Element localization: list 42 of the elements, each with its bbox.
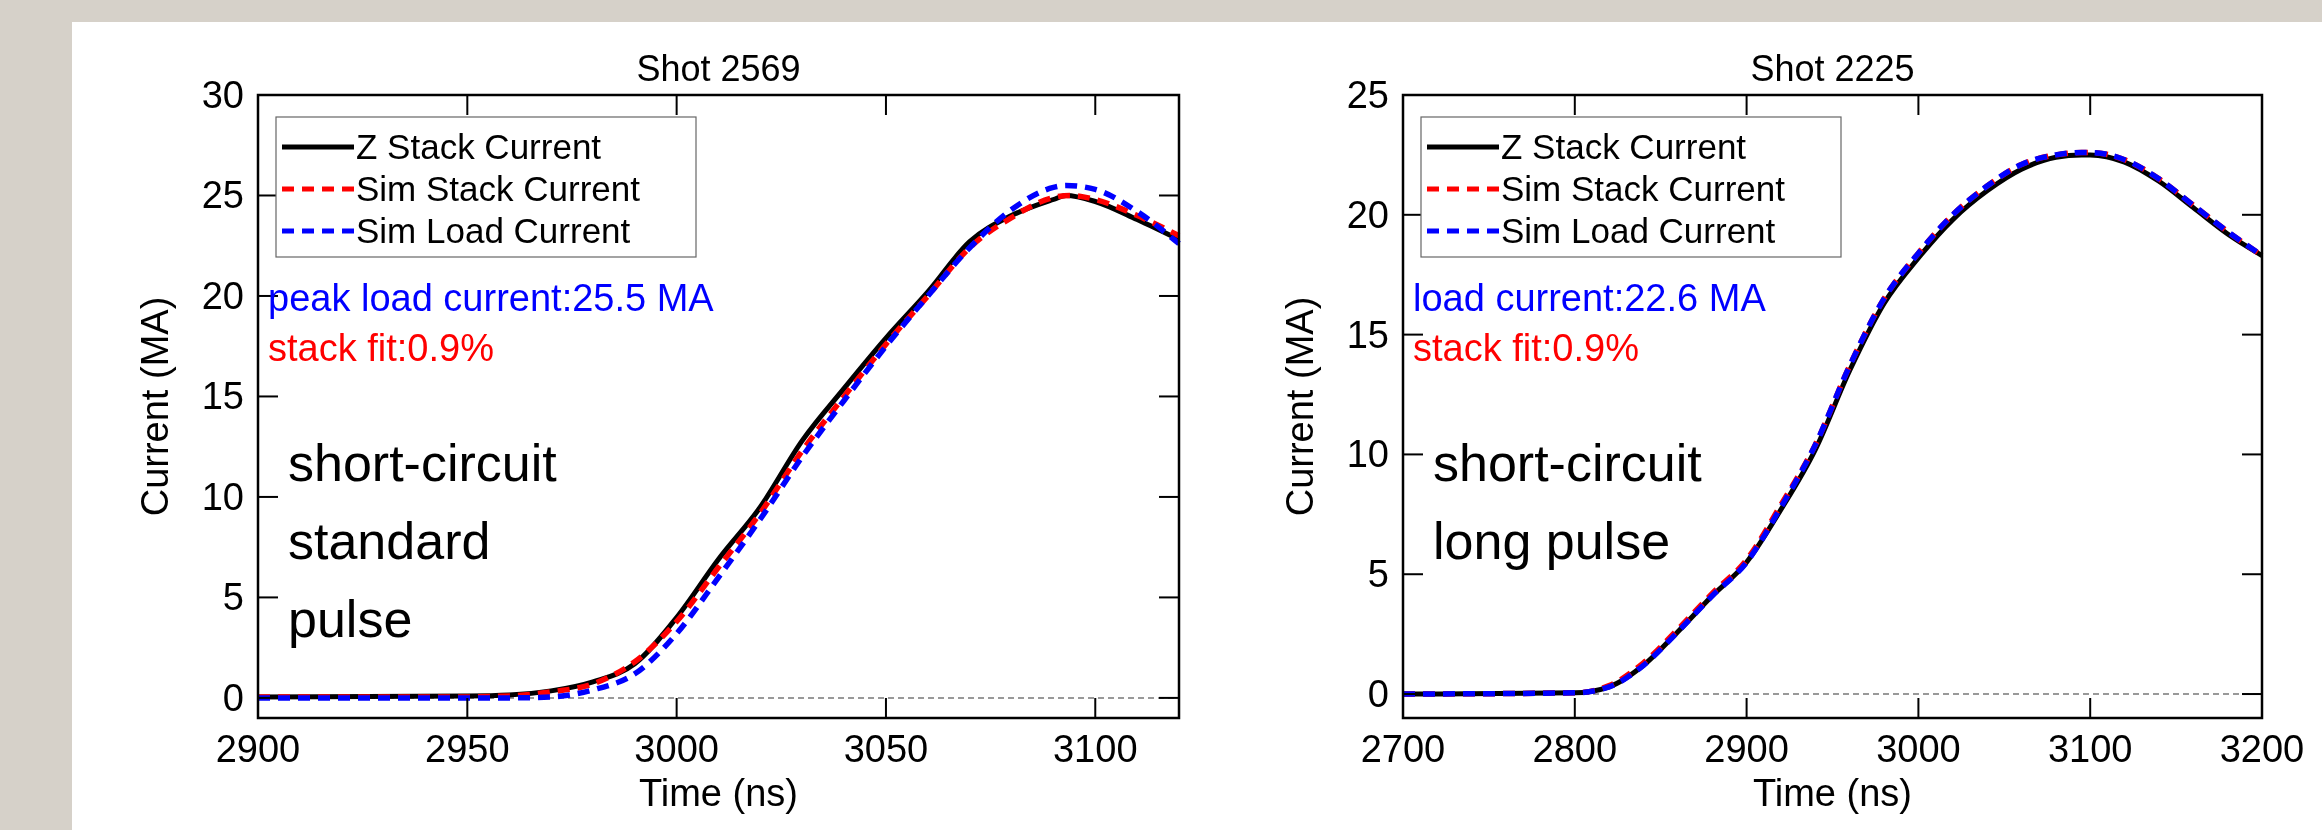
y-tick-label: 10	[201, 475, 244, 518]
annotation: load current:22.6 MA	[1413, 277, 1767, 319]
y-tick-label: 5	[1367, 553, 1389, 596]
x-tick-label: 2900	[215, 728, 301, 770]
y-tick-label: 20	[1346, 193, 1389, 236]
x-axis-title: Time (ns)	[1752, 772, 1913, 814]
chart-title: Shot 2225	[1750, 48, 1915, 89]
x-tick-label: 3200	[2219, 728, 2305, 770]
annotation: short-circuit long pulse	[1433, 434, 1703, 570]
y-tick-label: 20	[201, 274, 244, 317]
legend-label: Z Stack Current	[356, 127, 602, 166]
y-tick-label: 0	[222, 676, 244, 719]
y-axis-title: Current (MA)	[134, 296, 176, 517]
y-tick-label: 15	[201, 375, 244, 418]
annotation: stack fit:0.9%	[268, 327, 494, 369]
legend-label: Z Stack Current	[1501, 127, 1747, 166]
x-tick-label: 2950	[425, 728, 510, 770]
annotation: peak load current:25.5 MA	[268, 277, 715, 319]
x-tick-label: 3100	[1053, 728, 1138, 770]
y-tick-label: 25	[1346, 74, 1389, 116]
legend-label: Sim Stack Current	[356, 169, 641, 208]
x-tick-label: 3000	[1876, 728, 1961, 770]
y-tick-label: 10	[1346, 433, 1389, 476]
x-tick-label: 3000	[634, 728, 719, 770]
x-tick-label: 2700	[1360, 728, 1446, 770]
legend-label: Sim Stack Current	[1501, 169, 1786, 208]
y-tick-label: 25	[201, 174, 244, 217]
annotation: short-circuit standard pulse	[288, 434, 558, 648]
legend-label: Sim Load Current	[356, 211, 631, 250]
chart-title: Shot 2569	[636, 48, 801, 89]
y-tick-label: 30	[201, 74, 244, 116]
x-tick-label: 2800	[1532, 728, 1618, 770]
y-tick-label: 5	[222, 576, 244, 619]
y-tick-label: 0	[1367, 673, 1389, 716]
x-axis-title: Time (ns)	[638, 772, 799, 814]
y-tick-label: 15	[1346, 313, 1389, 356]
legend-label: Sim Load Current	[1501, 211, 1776, 250]
x-tick-label: 3100	[2047, 728, 2133, 770]
x-tick-label: 3050	[843, 728, 929, 770]
y-axis-title: Current (MA)	[1279, 296, 1321, 517]
annotation: stack fit:0.9%	[1413, 327, 1639, 369]
x-tick-label: 2900	[1704, 728, 1789, 770]
